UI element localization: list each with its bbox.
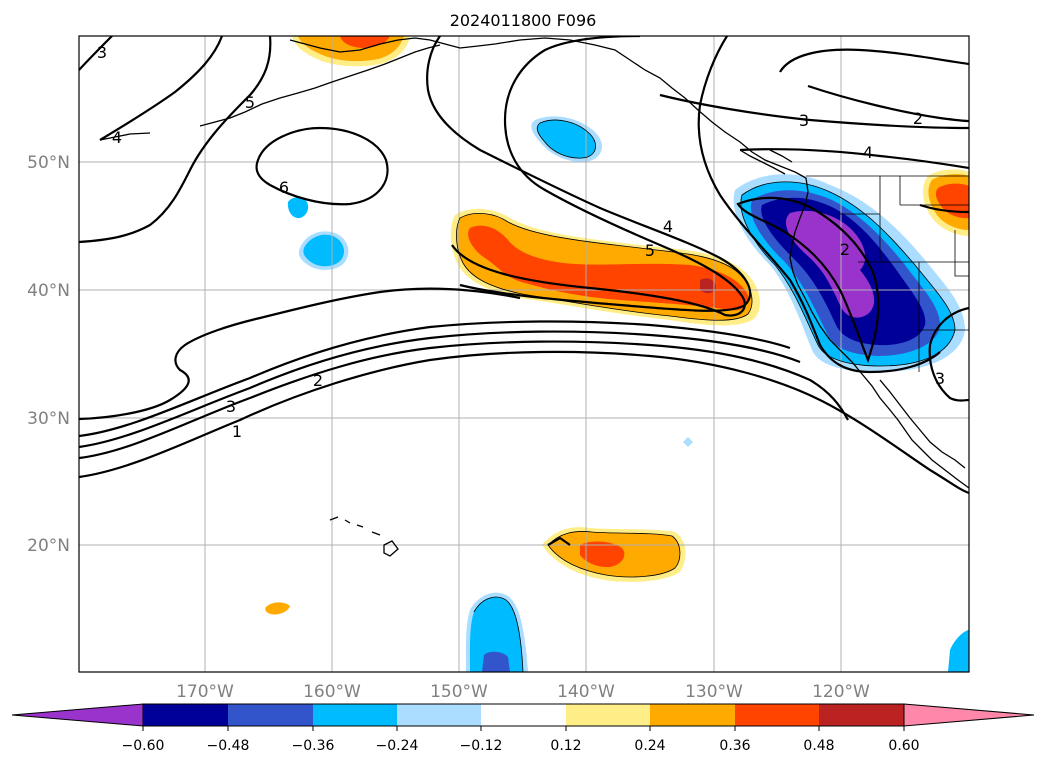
colorbar-segment	[819, 704, 904, 726]
positive-patch-south-red	[580, 541, 625, 568]
lat-label-50n: 50°N	[27, 153, 70, 173]
colorbar-tick-label: 0.48	[803, 738, 834, 754]
contour-3-ne	[659, 93, 969, 130]
figure-title: 2024011800 F096	[450, 11, 597, 30]
contour-label: 4	[112, 128, 122, 147]
negative-patch-mid-cyan	[303, 234, 345, 267]
contour-3b	[79, 320, 791, 438]
bc-coast	[739, 149, 793, 175]
contour-label: 4	[863, 143, 873, 162]
contour-4	[79, 287, 521, 421]
lon-label-130w: 130°W	[685, 682, 743, 702]
contour-label: 1	[232, 422, 242, 441]
contour-label: 3	[935, 369, 945, 388]
contour-label: 5	[245, 93, 255, 112]
colorbar-segment	[481, 704, 566, 726]
contour-trough-inner	[736, 196, 880, 364]
contour-4-nw	[99, 36, 224, 141]
colorbar-frame	[142, 703, 905, 727]
colorbar: −0.60 −0.48 −0.36 −0.24 −0.12 0.12 0.24 …	[11, 703, 1035, 754]
contour-label: 3	[799, 111, 809, 130]
map-frame	[78, 35, 970, 673]
positive-field-red	[468, 225, 749, 311]
contour-6-ring	[255, 126, 389, 206]
contour-3-east	[928, 306, 969, 402]
positive-patch-tiny	[265, 602, 290, 615]
contour-ridge-inner	[451, 36, 746, 317]
height-contours	[79, 36, 969, 546]
colorbar-tick-label: 0.24	[634, 738, 665, 754]
contour-label: 3	[226, 397, 236, 416]
contour-label: 3	[97, 43, 107, 62]
negative-patch-tiny	[683, 437, 693, 447]
contour-label: 6	[279, 178, 289, 197]
colorbar-tick-label: −0.24	[376, 738, 419, 754]
lat-label-40n: 40°N	[27, 281, 70, 301]
contour-3a	[79, 330, 801, 449]
contour-label: 5	[645, 241, 655, 260]
lon-label-170w: 170°W	[176, 682, 234, 702]
contour-ridge-outer	[426, 36, 752, 312]
contour-3-nw	[79, 36, 113, 71]
lon-label-120w: 120°W	[812, 682, 870, 702]
negative-field-purple	[785, 210, 875, 318]
colorbar-tick-label: −0.12	[460, 738, 503, 754]
colorbar-tick-label: −0.48	[207, 738, 250, 754]
lon-label-150w: 150°W	[430, 682, 488, 702]
contour-label: 2	[313, 371, 323, 390]
colorbar-extend-left	[11, 703, 144, 727]
contour-label: 4	[663, 217, 673, 236]
coastlines	[99, 37, 969, 557]
west-coast	[789, 177, 969, 489]
contour-label: 2	[840, 240, 850, 259]
contour-trough-west	[697, 36, 941, 374]
graticule	[79, 36, 969, 672]
negative-patch-south-cyan	[469, 597, 523, 672]
contour-2	[79, 340, 849, 460]
longitude-labels: 170°W 160°W 150°W 140°W 130°W 120°W	[176, 682, 870, 702]
lon-label-160w: 160°W	[303, 682, 361, 702]
map-panel: 3 4 5 6 4 5 3 2 4 2 3 2 1 3	[78, 35, 970, 673]
colorbar-segment	[566, 704, 650, 726]
negative-patch-small	[287, 197, 309, 219]
colorbar-ticks: −0.60 −0.48 −0.36 −0.24 −0.12 0.12 0.24 …	[122, 726, 920, 754]
colorbar-segment	[735, 704, 819, 726]
colorbar-segment	[228, 704, 313, 726]
colorbar-tick-label: 0.60	[888, 738, 919, 754]
colorbar-tick-label: −0.60	[122, 738, 165, 754]
hawaii-islands	[329, 516, 399, 557]
lon-label-140w: 140°W	[557, 682, 615, 702]
colorbar-segment	[397, 704, 481, 726]
alaska-coast	[99, 44, 441, 141]
colorbar-segment	[313, 704, 397, 726]
colorbar-segment	[143, 704, 228, 726]
contour-1	[79, 350, 969, 495]
contour-5-west	[79, 36, 272, 244]
lat-label-30n: 30°N	[27, 409, 70, 429]
contour-ne-small	[919, 203, 969, 214]
alaska-mainland	[289, 37, 807, 179]
colorbar-tick-label: 0.12	[550, 738, 581, 754]
negative-patch-south-blue	[482, 651, 510, 672]
baja	[879, 379, 966, 469]
negative-patch-se	[948, 630, 969, 672]
latitude-labels: 50°N 40°N 30°N 20°N	[27, 153, 70, 556]
colorbar-tick-label: −0.36	[292, 738, 335, 754]
contour-south-small	[547, 536, 571, 546]
colorbar-extend-right	[903, 703, 1035, 727]
contour-2-ne	[779, 48, 969, 123]
colorbar-tick-label: 0.36	[719, 738, 750, 754]
lat-label-20n: 20°N	[27, 536, 70, 556]
contour-label: 2	[913, 109, 923, 128]
contour-labels: 3 4 5 6 4 5 3 2 4 2 3 2 1 3	[97, 43, 945, 441]
contour-4-ne	[739, 148, 969, 170]
colorbar-segment	[650, 704, 735, 726]
